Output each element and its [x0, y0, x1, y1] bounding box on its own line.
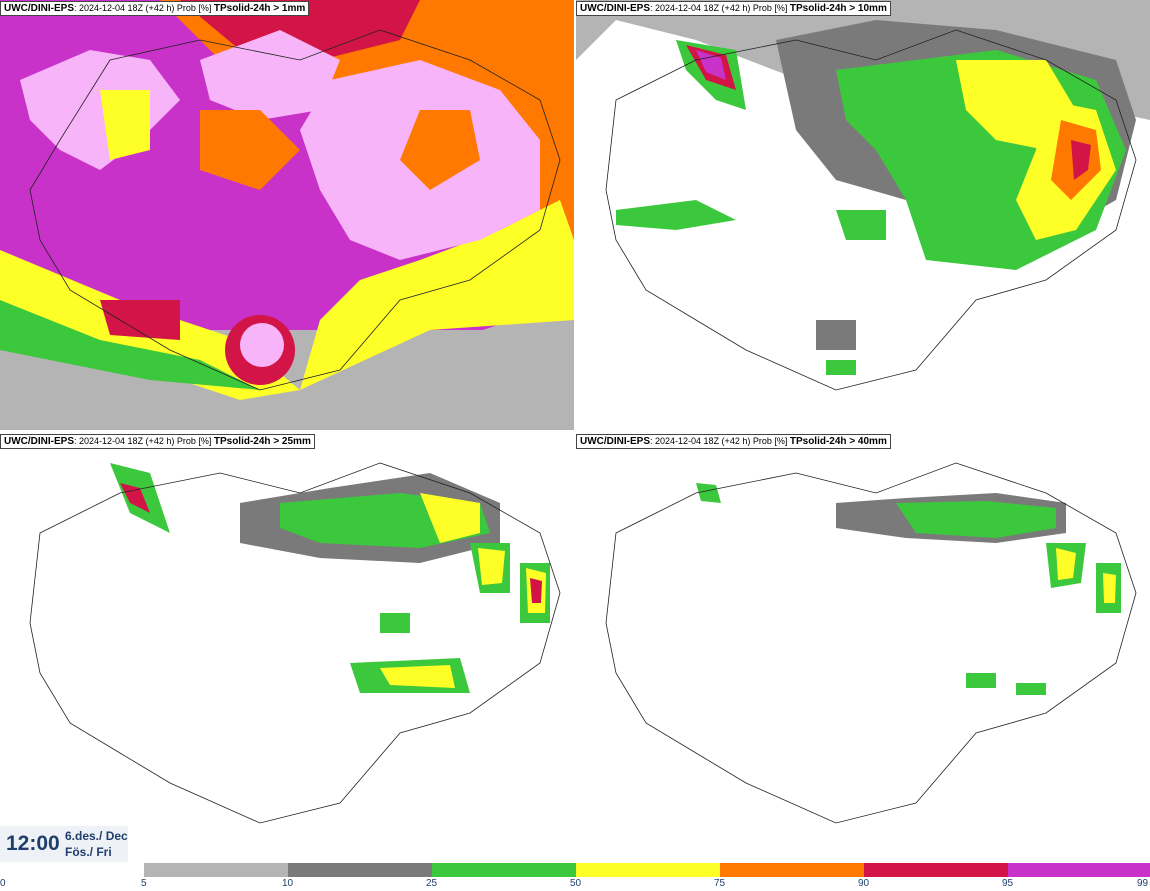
iceland-map: [0, 0, 574, 430]
legend-tick: 95: [1002, 878, 1014, 889]
legend-tick: 90: [858, 878, 870, 889]
panel-field: TPsolid-24h > 25mm: [213, 436, 311, 447]
valid-date: 6.des./ Dec: [65, 829, 128, 843]
valid-time-box: 12:00 6.des./ Dec Fös./ Fri: [0, 826, 128, 862]
map-panel-25mm: UWC/DINI-EPS: 2024-12-04 18Z (+42 h) Pro…: [0, 433, 574, 863]
valid-weekday: Fös./ Fri: [65, 845, 112, 859]
panel-field: TPsolid-24h > 10mm: [789, 3, 887, 14]
iceland-map: [576, 0, 1150, 430]
legend-bar-3: [432, 863, 576, 877]
panel-model: UWC/DINI-EPS: [4, 436, 74, 447]
legend-tick: 10: [282, 878, 294, 889]
panel-title: UWC/DINI-EPS: 2024-12-04 18Z (+42 h) Pro…: [0, 1, 310, 16]
panel-run: 2024-12-04 18Z (+42 h) Prob [%]: [655, 436, 788, 446]
probability-legend: 0 5 10 25 50 75 90 95 99: [0, 862, 1150, 891]
legend-bar-2: [288, 863, 432, 877]
panel-field: TPsolid-24h > 1mm: [213, 3, 306, 14]
panel-field: TPsolid-24h > 40mm: [789, 436, 887, 447]
map-panel-40mm: UWC/DINI-EPS: 2024-12-04 18Z (+42 h) Pro…: [576, 433, 1150, 863]
legend-bar-5: [720, 863, 864, 877]
legend-tick: 0: [0, 878, 6, 889]
legend-bar-1: [144, 863, 288, 877]
legend-tick: 5: [141, 878, 147, 889]
panel-title: UWC/DINI-EPS: 2024-12-04 18Z (+42 h) Pro…: [0, 434, 315, 449]
iceland-map: [576, 433, 1150, 863]
legend-bar-4: [576, 863, 720, 877]
panel-run: 2024-12-04 18Z (+42 h) Prob [%]: [655, 3, 788, 13]
panel-run: 2024-12-04 18Z (+42 h) Prob [%]: [79, 436, 212, 446]
legend-tick: 50: [570, 878, 582, 889]
map-panel-10mm: UWC/DINI-EPS: 2024-12-04 18Z (+42 h) Pro…: [576, 0, 1150, 430]
iceland-map: [0, 433, 574, 863]
panel-title: UWC/DINI-EPS: 2024-12-04 18Z (+42 h) Pro…: [576, 1, 891, 16]
legend-bar-7: [1008, 863, 1150, 877]
legend-tick: 25: [426, 878, 438, 889]
panel-model: UWC/DINI-EPS: [580, 436, 650, 447]
panel-run: 2024-12-04 18Z (+42 h) Prob [%]: [79, 3, 212, 13]
panel-model: UWC/DINI-EPS: [4, 3, 74, 14]
legend-tick: 99: [1137, 878, 1149, 889]
map-panel-1mm: UWC/DINI-EPS: 2024-12-04 18Z (+42 h) Pro…: [0, 0, 574, 430]
legend-bar-6: [864, 863, 1008, 877]
valid-time: 12:00: [6, 832, 60, 855]
legend-tick: 75: [714, 878, 726, 889]
panel-model: UWC/DINI-EPS: [580, 3, 650, 14]
panel-title: UWC/DINI-EPS: 2024-12-04 18Z (+42 h) Pro…: [576, 434, 891, 449]
